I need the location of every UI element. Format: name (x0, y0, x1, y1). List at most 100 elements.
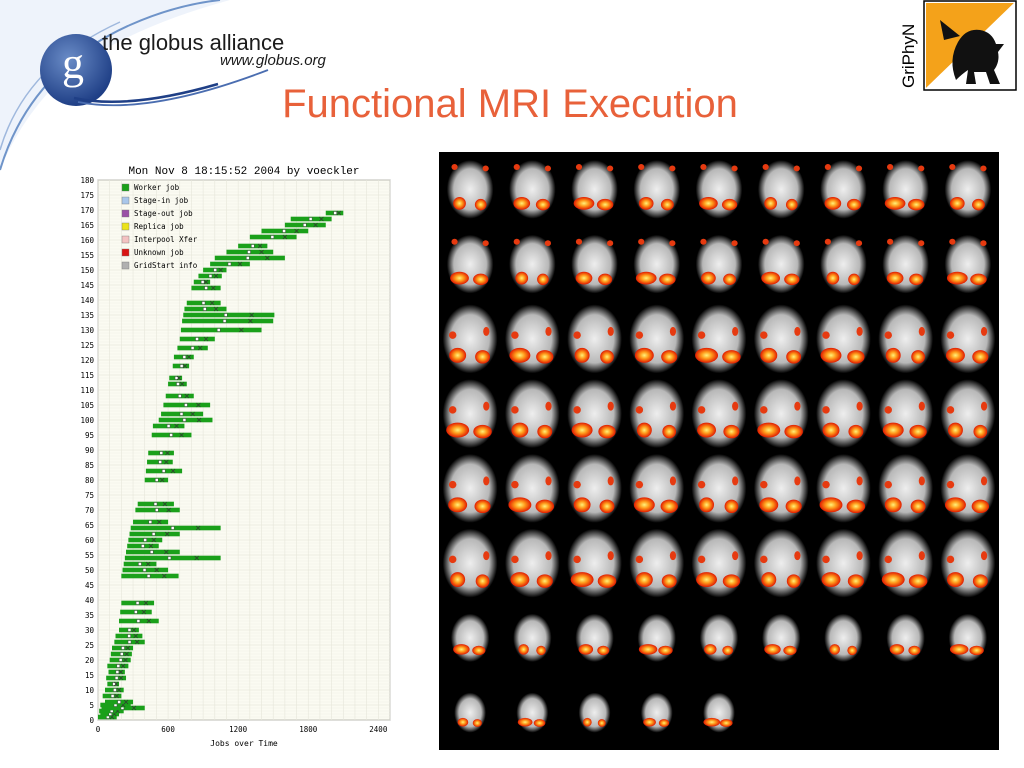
activation-spot (472, 719, 482, 727)
gridstart-marker (208, 274, 213, 278)
brain-slice (940, 304, 996, 374)
brain-slice (567, 304, 622, 374)
activation-spot (885, 347, 901, 363)
activation-spot (571, 422, 593, 438)
activation-spot (659, 273, 676, 286)
job-end-marker (123, 699, 129, 705)
job-end-marker (213, 273, 219, 279)
x-tick-label: 1200 (229, 725, 248, 734)
gridstart-marker (270, 235, 275, 239)
job-end-marker (118, 675, 124, 681)
activation-spot (949, 196, 965, 210)
legend-label: Stage-in job (134, 196, 189, 205)
activation-spot (475, 350, 490, 364)
activation-spot (847, 198, 862, 211)
activation-spot (881, 572, 905, 588)
brain-slice (816, 528, 871, 598)
brain-slice (454, 692, 486, 733)
y-tick-label: 80 (85, 476, 95, 485)
legend-swatch (121, 183, 130, 192)
job-end-marker (319, 216, 324, 222)
activation-spot (732, 476, 739, 486)
brain-slice (442, 379, 498, 449)
legend-swatch (121, 209, 130, 218)
activation-spot (633, 497, 655, 513)
activation-spot (669, 551, 677, 561)
activation-spot (847, 350, 865, 364)
activation-spot (658, 645, 673, 656)
brain-slice (442, 528, 498, 598)
job-end-marker (294, 228, 299, 234)
activation-spot (451, 238, 458, 245)
brain-slice (629, 453, 685, 523)
gridstart-marker (282, 229, 286, 233)
y-tick-label: 115 (80, 371, 94, 380)
activation-spot (451, 163, 458, 170)
job-end-marker (211, 285, 216, 291)
job-end-marker (159, 477, 165, 483)
activation-spot (757, 422, 781, 438)
job-end-marker (114, 693, 119, 699)
brain-slice (567, 453, 622, 523)
activation-spot (661, 350, 678, 364)
gridstart-marker (161, 469, 166, 473)
activation-spot (635, 555, 644, 564)
gridstart-marker (110, 694, 115, 698)
job-chart-svg: Mon Nov 8 18:15:52 2004 by voeckler 0 5 10 1… (80, 166, 391, 748)
activation-spot (722, 645, 734, 656)
activation-spot (822, 480, 830, 489)
activation-spot (536, 574, 553, 588)
activation-spot (794, 326, 801, 336)
brain-slice (640, 692, 673, 733)
y-tick-label: 50 (85, 566, 95, 575)
activation-spot (947, 422, 963, 438)
gridstart-marker (216, 328, 221, 332)
brain-slice (516, 692, 549, 733)
job-end-marker (154, 567, 159, 573)
job-end-marker (282, 234, 288, 240)
activation-spot (596, 198, 614, 211)
job-end-marker (195, 525, 201, 531)
gridstart-marker (127, 634, 131, 638)
job-end-marker (120, 663, 126, 669)
activation-spot (446, 422, 470, 438)
activation-spot (855, 165, 863, 172)
brain-slice (567, 379, 622, 449)
activation-spot (597, 645, 610, 656)
activation-spot (513, 196, 531, 210)
job-end-marker (182, 363, 188, 369)
activation-spot (855, 240, 863, 247)
activation-spot (607, 240, 614, 247)
gridstart-marker (201, 301, 206, 305)
job-end-marker (249, 312, 254, 318)
activation-spot (701, 271, 716, 285)
gridstart-marker (182, 355, 187, 359)
gridstart-marker (115, 670, 120, 674)
gridstart-marker (169, 433, 173, 437)
activation-spot (513, 163, 520, 170)
brain-slice (691, 453, 747, 523)
gridstart-marker (333, 211, 337, 215)
worker-job-bar (214, 255, 285, 261)
brain-slice (575, 613, 614, 662)
brain-slice (940, 453, 996, 523)
job-end-marker (196, 402, 201, 408)
y-tick-label: 75 (85, 491, 94, 500)
activation-spot (573, 497, 591, 513)
y-tick-label: 5 (89, 701, 94, 710)
activation-spot (760, 331, 768, 339)
gridstart-marker (112, 682, 116, 686)
svg-text:GriPhyN: GriPhyN (899, 24, 918, 88)
activation-spot (545, 551, 552, 561)
activation-spot (785, 198, 798, 211)
activation-spot (980, 240, 987, 247)
brain-slice (878, 453, 934, 523)
activation-spot (889, 644, 905, 655)
activation-spot (949, 644, 969, 655)
y-tick-label: 15 (85, 671, 94, 680)
activation-spot (697, 422, 717, 438)
job-end-marker (259, 249, 264, 255)
brain-slice (450, 613, 490, 662)
activation-spot (886, 271, 904, 285)
job-end-marker (197, 345, 203, 351)
